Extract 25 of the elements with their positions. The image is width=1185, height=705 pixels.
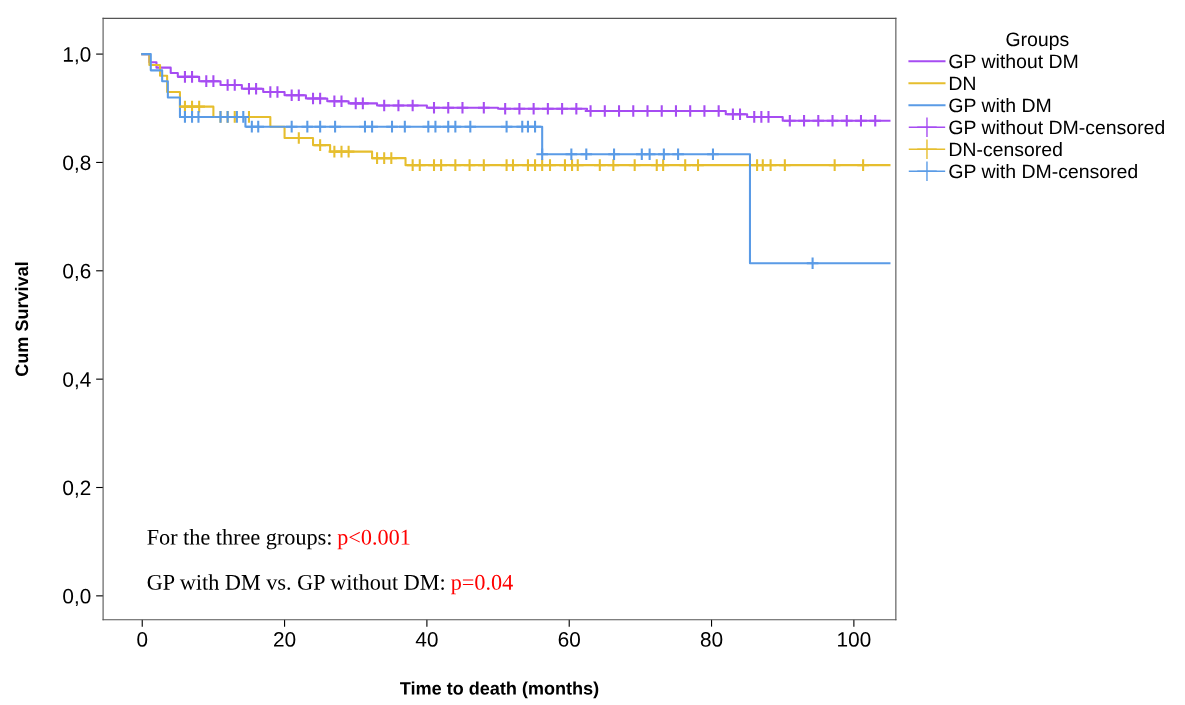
x-tick-label: 60 <box>558 632 580 647</box>
legend-label: GP with DM-censored <box>949 164 1137 179</box>
annotation: For the three groups: <box>147 529 331 550</box>
x-axis-title: Time to death (months) <box>400 681 599 699</box>
y-tick-label: 0,6 <box>63 263 91 282</box>
legend-label: DN-censored <box>949 142 1062 157</box>
y-tick-label: 0,2 <box>63 480 91 498</box>
x-tick-label: 0 <box>137 632 148 647</box>
annotation: p<0.001 <box>337 529 410 550</box>
legend-label: GP with DM <box>949 97 1051 113</box>
x-tick-label: 40 <box>415 632 438 647</box>
y-tick-label: 0,0 <box>63 588 91 607</box>
y-tick-label: 0,8 <box>63 155 91 173</box>
x-tick-label: 100 <box>838 632 871 647</box>
legend-title: Groups <box>1006 32 1069 51</box>
y-tick-label: 1,0 <box>63 47 91 65</box>
annotation: p=0.04 <box>451 574 513 595</box>
y-axis-title: Cum Survival <box>14 262 29 376</box>
x-tick-label: 20 <box>274 632 296 647</box>
y-tick-label: 0,4 <box>63 372 91 390</box>
legend-label: GP without DM <box>949 53 1078 69</box>
legend-label: DN <box>949 76 975 91</box>
legend-label: GP without DM-censored <box>949 120 1164 135</box>
x-tick-label: 80 <box>700 632 723 647</box>
annotation: GP with DM vs. GP without DM: <box>147 574 444 590</box>
